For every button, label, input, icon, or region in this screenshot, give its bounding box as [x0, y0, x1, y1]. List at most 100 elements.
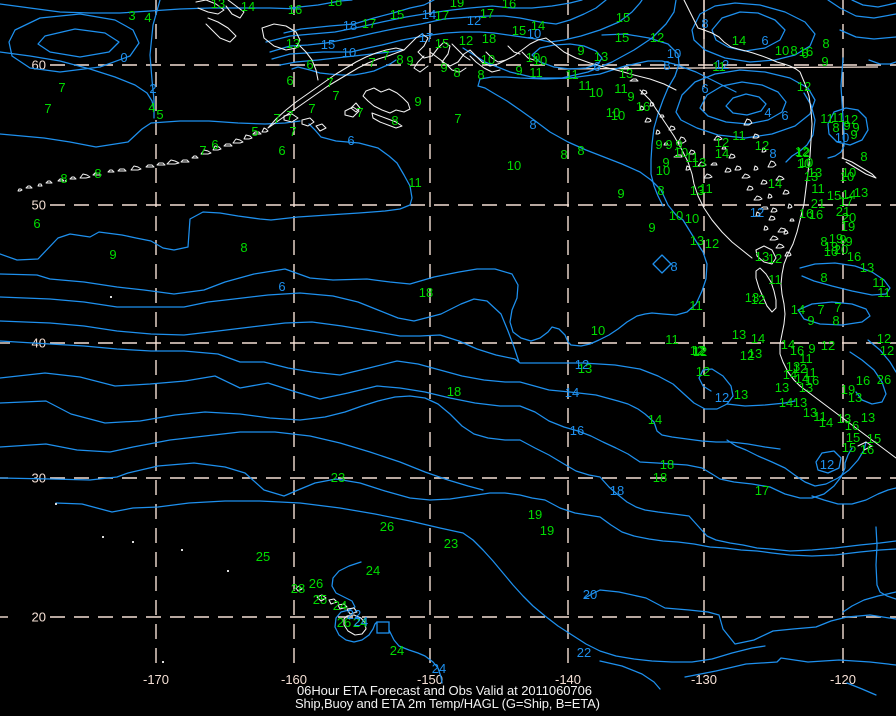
svg-text:14: 14 — [795, 371, 809, 386]
svg-text:19: 19 — [540, 523, 554, 538]
svg-text:14: 14 — [241, 0, 255, 14]
svg-text:6: 6 — [761, 33, 768, 48]
svg-text:13: 13 — [861, 410, 875, 425]
svg-text:11: 11 — [614, 81, 628, 96]
svg-text:11: 11 — [820, 111, 834, 126]
svg-text:28: 28 — [291, 581, 305, 596]
svg-text:12: 12 — [467, 13, 481, 28]
svg-text:16: 16 — [805, 373, 819, 388]
svg-text:17: 17 — [362, 16, 376, 31]
svg-text:10: 10 — [775, 43, 789, 58]
svg-text:21: 21 — [811, 196, 825, 211]
svg-text:8: 8 — [529, 117, 536, 132]
svg-text:13: 13 — [690, 183, 704, 198]
svg-text:6: 6 — [306, 57, 313, 72]
svg-text:12: 12 — [844, 112, 858, 127]
svg-text:10: 10 — [669, 208, 683, 223]
svg-text:8: 8 — [560, 147, 567, 162]
svg-text:8: 8 — [240, 240, 247, 255]
svg-text:10: 10 — [685, 211, 699, 226]
svg-text:15: 15 — [390, 7, 404, 22]
svg-text:12: 12 — [715, 390, 729, 405]
svg-text:11: 11 — [665, 332, 679, 347]
svg-text:11: 11 — [803, 365, 817, 380]
svg-text:20: 20 — [834, 242, 848, 257]
svg-text:8: 8 — [769, 146, 776, 161]
svg-text:7: 7 — [44, 101, 51, 116]
svg-text:24: 24 — [366, 563, 380, 578]
svg-text:18: 18 — [343, 18, 357, 33]
svg-text:8: 8 — [657, 183, 664, 198]
svg-text:9: 9 — [808, 341, 815, 356]
svg-text:14: 14 — [768, 176, 782, 191]
svg-text:12: 12 — [768, 251, 782, 266]
svg-text:11: 11 — [685, 150, 699, 165]
svg-text:26: 26 — [380, 519, 394, 534]
svg-text:13: 13 — [734, 387, 748, 402]
svg-text:8: 8 — [663, 58, 670, 73]
svg-text:13: 13 — [578, 361, 592, 376]
svg-text:8: 8 — [832, 313, 839, 328]
svg-text:9: 9 — [655, 137, 662, 152]
svg-text:8: 8 — [790, 43, 797, 58]
svg-text:11: 11 — [768, 272, 782, 287]
svg-text:16: 16 — [570, 423, 584, 438]
svg-text:17: 17 — [839, 194, 853, 209]
svg-text:8: 8 — [701, 16, 708, 31]
svg-text:2: 2 — [149, 81, 156, 96]
svg-text:19: 19 — [841, 219, 855, 234]
svg-text:12: 12 — [696, 364, 710, 379]
svg-text:26: 26 — [309, 576, 323, 591]
svg-text:13: 13 — [692, 155, 706, 170]
svg-text:13: 13 — [854, 185, 868, 200]
svg-text:9: 9 — [850, 127, 857, 142]
svg-text:10: 10 — [799, 155, 813, 170]
svg-text:13: 13 — [786, 359, 800, 374]
svg-text:11: 11 — [877, 285, 891, 300]
svg-text:10: 10 — [481, 52, 495, 67]
svg-text:8: 8 — [670, 259, 677, 274]
svg-text:13: 13 — [803, 405, 817, 420]
svg-text:8: 8 — [577, 143, 584, 158]
svg-text:8: 8 — [453, 65, 460, 80]
svg-text:10: 10 — [507, 158, 521, 173]
svg-text:-160: -160 — [281, 672, 307, 687]
svg-text:6: 6 — [593, 59, 600, 74]
svg-text:17: 17 — [419, 30, 433, 45]
svg-text:12: 12 — [880, 343, 894, 358]
svg-text:3: 3 — [128, 8, 135, 23]
svg-text:6: 6 — [801, 46, 808, 61]
svg-text:12: 12 — [693, 344, 707, 359]
svg-text:12: 12 — [796, 145, 810, 160]
svg-text:14: 14 — [819, 415, 833, 430]
svg-text:11: 11 — [689, 298, 703, 313]
svg-text:16: 16 — [847, 249, 861, 264]
svg-text:19: 19 — [528, 507, 542, 522]
svg-text:20: 20 — [32, 610, 46, 625]
svg-text:8: 8 — [820, 270, 827, 285]
svg-text:7: 7 — [58, 80, 65, 95]
svg-text:9: 9 — [515, 63, 522, 78]
svg-text:12: 12 — [705, 236, 719, 251]
svg-text:10: 10 — [840, 169, 854, 184]
svg-text:26: 26 — [877, 372, 891, 387]
svg-text:16: 16 — [288, 2, 302, 17]
svg-text:13: 13 — [211, 0, 225, 11]
svg-text:11: 11 — [811, 181, 825, 196]
svg-text:10: 10 — [611, 108, 625, 123]
svg-text:06Hour ETA Forecast and Obs Va: 06Hour ETA Forecast and Obs Valid at 201… — [297, 683, 592, 698]
svg-text:12: 12 — [740, 348, 754, 363]
svg-text:13: 13 — [745, 290, 759, 305]
svg-text:17: 17 — [755, 483, 769, 498]
svg-text:8: 8 — [860, 149, 867, 164]
svg-text:-120: -120 — [830, 672, 856, 687]
svg-text:14: 14 — [842, 187, 856, 202]
svg-text:17: 17 — [480, 6, 494, 21]
svg-text:7: 7 — [382, 48, 389, 63]
svg-text:8: 8 — [396, 52, 403, 67]
svg-text:18: 18 — [610, 483, 624, 498]
svg-text:9: 9 — [843, 118, 850, 133]
svg-text:15: 15 — [827, 188, 841, 203]
svg-text:15: 15 — [616, 10, 630, 25]
svg-text:12: 12 — [692, 343, 706, 358]
